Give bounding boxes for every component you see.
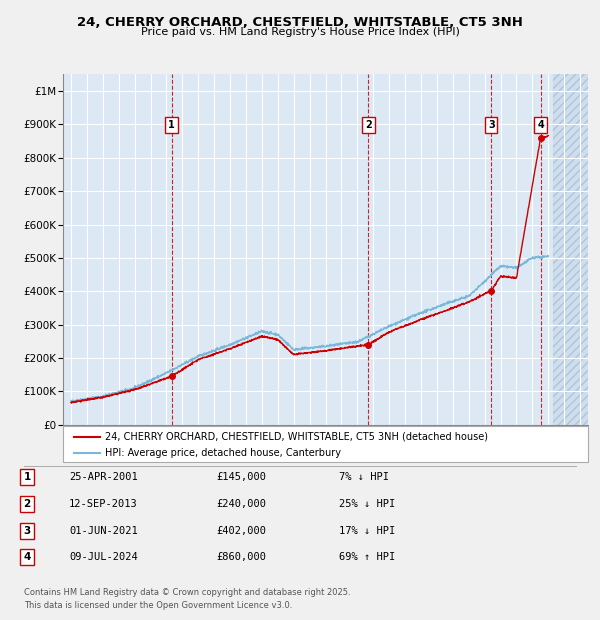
Text: 01-JUN-2021: 01-JUN-2021 bbox=[69, 526, 138, 536]
Text: 4: 4 bbox=[23, 552, 31, 562]
Text: 7% ↓ HPI: 7% ↓ HPI bbox=[339, 472, 389, 482]
FancyBboxPatch shape bbox=[63, 426, 588, 462]
Text: Price paid vs. HM Land Registry's House Price Index (HPI): Price paid vs. HM Land Registry's House … bbox=[140, 27, 460, 37]
Text: 3: 3 bbox=[488, 120, 494, 130]
Text: 2: 2 bbox=[23, 499, 31, 509]
Text: 09-JUL-2024: 09-JUL-2024 bbox=[69, 552, 138, 562]
Text: 12-SEP-2013: 12-SEP-2013 bbox=[69, 499, 138, 509]
Text: 1: 1 bbox=[168, 120, 175, 130]
Bar bbox=[553, 74, 588, 425]
Text: 4: 4 bbox=[537, 120, 544, 130]
Bar bbox=[553, 74, 588, 425]
Text: HPI: Average price, detached house, Canterbury: HPI: Average price, detached house, Cant… bbox=[105, 448, 341, 458]
Text: £402,000: £402,000 bbox=[216, 526, 266, 536]
Text: 25% ↓ HPI: 25% ↓ HPI bbox=[339, 499, 395, 509]
Text: £240,000: £240,000 bbox=[216, 499, 266, 509]
Text: This data is licensed under the Open Government Licence v3.0.: This data is licensed under the Open Gov… bbox=[24, 601, 292, 611]
Text: 24, CHERRY ORCHARD, CHESTFIELD, WHITSTABLE, CT5 3NH (detached house): 24, CHERRY ORCHARD, CHESTFIELD, WHITSTAB… bbox=[105, 432, 488, 441]
Text: 2: 2 bbox=[365, 120, 372, 130]
Text: 1: 1 bbox=[23, 472, 31, 482]
Text: £860,000: £860,000 bbox=[216, 552, 266, 562]
Text: 25-APR-2001: 25-APR-2001 bbox=[69, 472, 138, 482]
Text: 24, CHERRY ORCHARD, CHESTFIELD, WHITSTABLE, CT5 3NH: 24, CHERRY ORCHARD, CHESTFIELD, WHITSTAB… bbox=[77, 16, 523, 29]
Text: 69% ↑ HPI: 69% ↑ HPI bbox=[339, 552, 395, 562]
Text: Contains HM Land Registry data © Crown copyright and database right 2025.: Contains HM Land Registry data © Crown c… bbox=[24, 588, 350, 597]
Text: £145,000: £145,000 bbox=[216, 472, 266, 482]
Text: 17% ↓ HPI: 17% ↓ HPI bbox=[339, 526, 395, 536]
Text: 3: 3 bbox=[23, 526, 31, 536]
